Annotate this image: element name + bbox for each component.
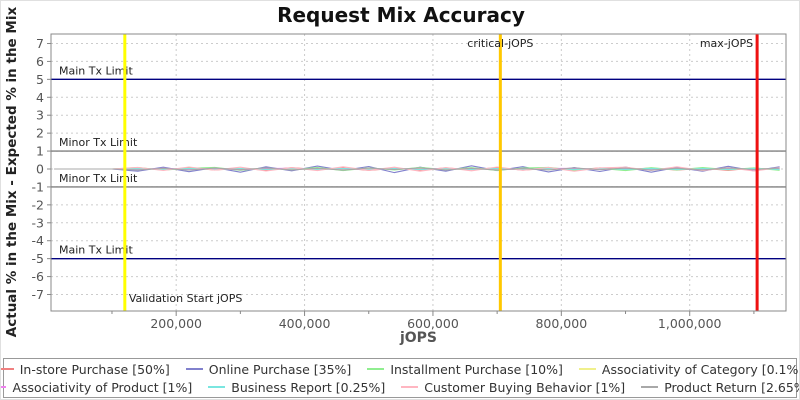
plot-border [50,33,787,312]
x-tick-label: 200,000 [150,316,202,331]
x-tick-label: 600,000 [407,316,459,331]
y-tick-label: -6 [32,269,45,284]
y-tick-label: -2 [32,197,44,212]
y-tick-label: -1 [32,179,44,194]
series-line [54,167,780,171]
legend-item: Associativity of Category [0.1%] [578,361,800,378]
limit-line-label: Minor Tx Limit [59,172,138,185]
y-tick-label: -4 [32,233,45,248]
legend-label: Online Purchase [35%] [208,361,352,377]
legend-item: Online Purchase [35%] [185,361,352,378]
legend-item: Installment Purchase [10%] [367,361,563,378]
legend-label: Installment Purchase [10%] [390,361,563,377]
legend-swatch [401,386,419,388]
legend-item: In-store Purchase [50%] [1,361,170,378]
y-tick-label: -7 [32,287,44,302]
legend-label: Product Return [2.65%] [664,379,800,395]
y-tick-label: 6 [36,54,44,69]
legend-label: Business Report [0.25%] [231,379,386,395]
y-tick-label: 1 [36,144,44,159]
legend-label: In-store Purchase [50%] [19,361,170,377]
marker-line-label: Validation Start jOPS [129,292,243,305]
legend-label: Associativity of Category [0.1%] [601,361,800,377]
legend-swatch [1,368,14,370]
legend-swatch [208,386,226,388]
x-axis-label: jOPS [399,330,438,346]
y-tick-label: 7 [36,36,44,51]
legend-swatch [367,368,385,370]
x-tick-label: 800,000 [535,316,587,331]
x-tick-label: 1,000,000 [658,316,722,331]
y-tick-label: 0 [36,162,44,177]
limit-line-label: Main Tx Limit [59,64,133,77]
legend-swatch [641,386,659,388]
legend-item: Product Return [2.65%] [641,379,800,396]
x-tick-label: 400,000 [279,316,331,331]
chart-plot: -7 -6 -5 -4 -3 -2 -1 0 1 2 3 4 5 6 7 200,000 400,000 600,… [32,33,787,331]
chart-title: Request Mix Accuracy [277,3,525,27]
limit-line-label: Minor Tx Limit [59,136,138,149]
y-tick-label: 3 [36,108,44,123]
chart-legend: In-store Purchase [50%] Online Purchase [… [1,358,800,398]
y-tick-label: 2 [36,126,44,141]
legend-item: Business Report [0.25%] [208,379,385,396]
legend-label: Associativity of Product [1%] [12,379,193,395]
y-tick-label: -3 [32,215,44,230]
marker-line-label: critical-jOPS [467,37,533,50]
limit-line-label: Main Tx Limit [59,244,133,257]
marker-line-label: max-jOPS [700,37,753,50]
legend-label: Customer Buying Behavior [1%] [424,379,626,395]
legend-row: In-store Purchase [50%] Online Purchase [… [1,361,800,378]
y-tick-label: -5 [32,251,44,266]
legend-item: Customer Buying Behavior [1%] [401,379,625,396]
legend-swatch [1,386,7,388]
legend-row: Associativity of Product [1%] Business Re… [1,379,800,396]
legend-swatch [185,368,203,370]
y-tick-label: 5 [36,72,44,87]
legend-swatch [578,368,596,370]
legend-item: Associativity of Product [1%] [1,379,193,396]
y-tick-label: 4 [36,90,44,105]
